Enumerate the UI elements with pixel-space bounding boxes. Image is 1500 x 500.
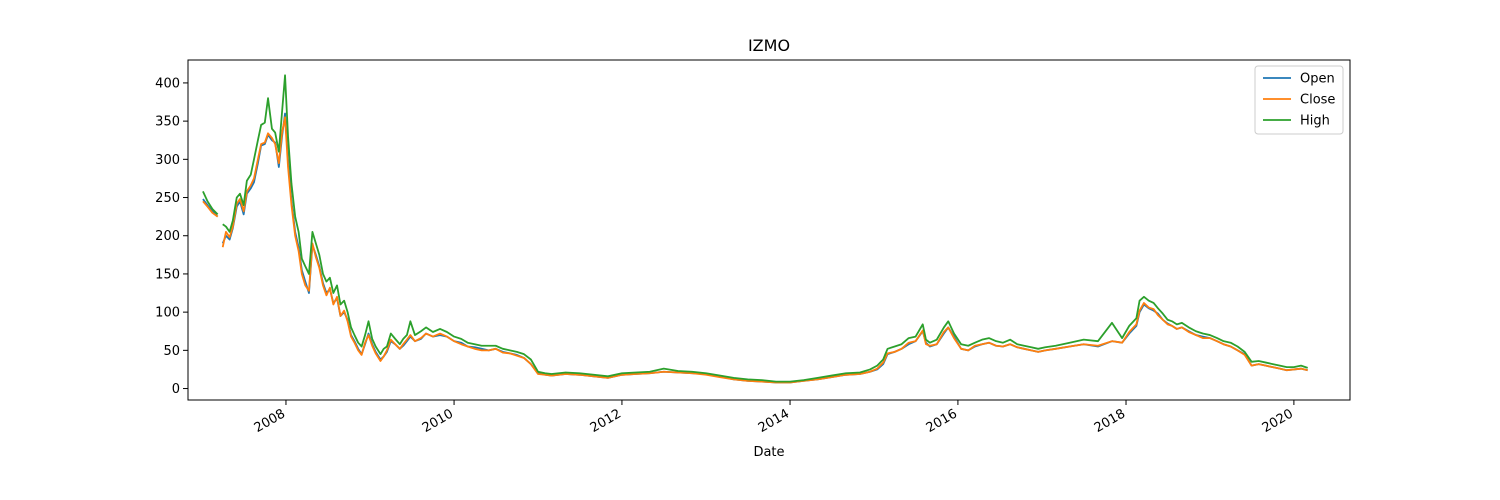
series-line-high — [202, 74, 1308, 383]
y-tick-label: 0 — [172, 382, 180, 397]
y-axis: 0 50 100 150 200 250 300 350 400 — [155, 76, 188, 397]
legend-label-high: High — [1300, 114, 1330, 129]
y-tick-label: 50 — [163, 344, 180, 359]
chart-title: IZMO — [748, 36, 790, 55]
x-tick-label: 2010 — [420, 406, 456, 436]
x-tick-label: 2008 — [252, 406, 288, 436]
x-axis: 2008 2010 2012 2014 2016 2018 2020 — [252, 400, 1296, 436]
x-axis-label: Date — [753, 445, 784, 460]
x-tick-label: 2012 — [588, 406, 624, 436]
y-tick-label: 100 — [155, 306, 180, 321]
x-tick-label: 2020 — [1260, 406, 1296, 436]
x-tick-label: 2018 — [1092, 406, 1128, 436]
y-tick-label: 300 — [155, 153, 180, 168]
y-tick-label: 250 — [155, 191, 180, 206]
y-tick-label: 150 — [155, 267, 180, 282]
x-tick-label: 2016 — [924, 406, 960, 436]
plot-frame — [187, 59, 1351, 401]
y-tick-label: 350 — [155, 115, 180, 130]
legend: Open Close High — [1254, 65, 1344, 135]
y-tick-label: 200 — [155, 229, 180, 244]
series-line-close — [202, 116, 1308, 384]
x-tick-label: 2014 — [756, 406, 792, 436]
legend-box — [1254, 65, 1344, 135]
plot-area — [187, 59, 1351, 401]
series-group — [202, 74, 1308, 384]
legend-label-close: Close — [1300, 93, 1335, 108]
legend-label-open: Open — [1300, 72, 1335, 87]
y-tick-label: 400 — [155, 76, 180, 91]
